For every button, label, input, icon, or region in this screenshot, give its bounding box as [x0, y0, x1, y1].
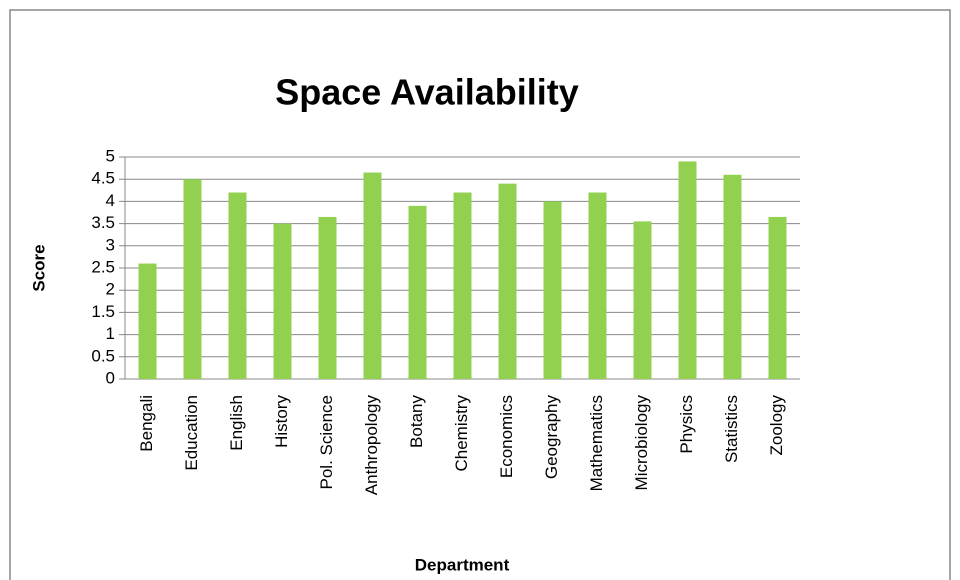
y-tick-label: 1	[106, 324, 115, 343]
bar	[273, 223, 292, 379]
x-tick-label: Anthropology	[362, 395, 381, 496]
y-tick-label: 3.5	[91, 213, 115, 232]
bar	[138, 263, 157, 379]
x-tick-label: Bengali	[137, 395, 156, 452]
bar	[453, 192, 472, 379]
y-axis-label: Score	[29, 244, 48, 291]
y-tick-label: 3	[106, 235, 115, 254]
x-tick-label: Microbiology	[632, 395, 651, 491]
y-tick-label: 0.5	[91, 346, 115, 365]
x-tick-label: Botany	[407, 395, 426, 448]
bar	[228, 192, 247, 379]
bar	[318, 216, 337, 379]
y-tick-label: 4.5	[91, 169, 115, 188]
bar	[183, 179, 202, 379]
chart-frame	[9, 9, 951, 580]
x-axis-label: Department	[415, 555, 510, 574]
x-tick-label: English	[227, 395, 246, 451]
bar	[543, 201, 562, 379]
bar	[363, 172, 382, 379]
bar	[633, 221, 652, 379]
x-tick-label: Physics	[677, 395, 696, 454]
bar	[498, 183, 517, 379]
y-tick-label: 1.5	[91, 302, 115, 321]
x-tick-label: Pol. Science	[317, 395, 336, 490]
bar	[588, 192, 607, 379]
y-tick-label: 2	[106, 280, 115, 299]
x-tick-label: Education	[182, 395, 201, 471]
y-tick-label: 0	[106, 368, 115, 387]
y-tick-label: 5	[106, 146, 115, 165]
x-tick-label: History	[272, 395, 291, 448]
bar	[678, 161, 697, 379]
chart-title: Space Availability	[275, 72, 578, 113]
x-tick-label: Statistics	[722, 395, 741, 463]
y-tick-label: 4	[106, 191, 115, 210]
x-tick-label: Economics	[497, 395, 516, 478]
bar	[723, 174, 742, 379]
y-tick-label: 2.5	[91, 257, 115, 276]
x-tick-label: Mathematics	[587, 395, 606, 491]
bar	[408, 205, 427, 379]
bar	[768, 216, 787, 379]
x-tick-label: Geography	[542, 395, 561, 480]
x-tick-label: Zoology	[767, 395, 786, 456]
x-tick-label: Chemistry	[452, 395, 471, 472]
